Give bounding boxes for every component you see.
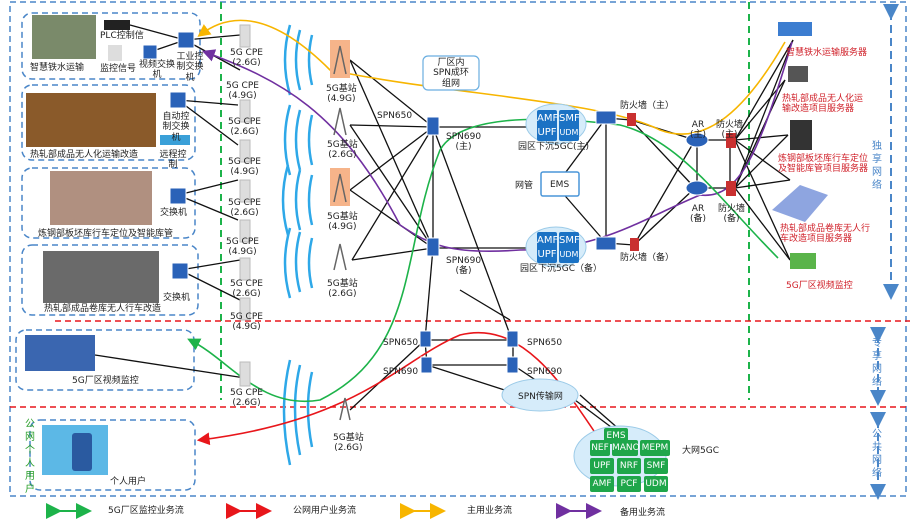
nf-mepm: MEPM — [640, 440, 670, 456]
nf-amf: AMF — [590, 476, 614, 492]
spn650-lower-icon — [419, 330, 432, 348]
spn650-lower-icon — [506, 330, 519, 348]
switch-icon — [171, 262, 189, 280]
ems-label: EMS — [550, 180, 570, 190]
firewall-icon — [726, 133, 736, 148]
industrial-switch-icon — [177, 31, 195, 49]
group-title: 热轧部成品无人化运输改造 — [30, 150, 139, 160]
server-label: 炼钢部板坯库行车定位 及智能库管项目服务器 — [778, 154, 869, 175]
personal-user-label: 个人用户 — [110, 477, 147, 487]
video-switch-label: 视频交换机 — [138, 60, 175, 81]
firewall-backup-label: 防火墙（备） — [620, 253, 675, 263]
switch-label: 交换机 — [160, 208, 188, 218]
core-backup-label: 园区下沉5GC（备） — [520, 264, 602, 274]
base-station-label: 5G基站 (2.6G) — [327, 279, 358, 300]
server-label: 热轧部成品卷库无人行 车改造项目服务器 — [780, 224, 871, 245]
server-icon — [790, 120, 812, 150]
nf-smf: SMF — [644, 458, 668, 474]
nf-amf: AMF — [537, 232, 558, 249]
firewall-icon — [630, 238, 639, 251]
video-monitor-label: 5G厂区视频监控 — [72, 376, 139, 386]
legend-public: 公网用户业务流 — [293, 506, 357, 516]
switch-label: 交换机 — [163, 293, 191, 303]
monitor-label: 监控信号 — [100, 64, 137, 74]
nf-nef: NEF — [590, 440, 610, 456]
core-main-label: 园区下沉5GC(主) — [518, 142, 590, 152]
cpe-label: 5G CPE (4.9G) — [226, 81, 259, 102]
nf-nrf: NRF — [617, 458, 641, 474]
base-station-label: 5G基站 (4.9G) — [326, 84, 357, 105]
cpe-label: 5G CPE (4.9G) — [230, 312, 263, 333]
spn-transport-label: SPN传输网 — [518, 392, 563, 402]
firewall-icon — [726, 181, 736, 196]
auto-control-switch-icon — [169, 91, 187, 109]
fw2-backup-label: 防火墙 (备) — [718, 204, 746, 225]
router-icon — [595, 110, 617, 125]
firewall-main-label: 防火墙（主） — [620, 101, 675, 111]
nms-label: 网管 — [515, 181, 534, 191]
auto-switch-label: 自动控制交换机 — [162, 112, 190, 143]
ar-main-label: AR (主) — [690, 120, 707, 141]
spn650-icon — [426, 116, 440, 136]
nf-udm: UDM — [559, 246, 579, 263]
video-switch-icon — [142, 44, 158, 60]
spn-label: SPN690 — [383, 367, 419, 377]
server-label: 5G厂区视频监控 — [786, 281, 853, 291]
cpe-label: 5G CPE (2.6G) — [230, 388, 263, 409]
nf-upf: UPF — [590, 458, 614, 474]
cpe-label: 5G CPE (2.6G) — [228, 198, 261, 219]
industrial-switch-label: 工业控制交换机 — [176, 52, 204, 83]
base-station-label: 5G基站 (4.9G) — [327, 212, 358, 233]
big-core-label: 大网5GC — [682, 446, 719, 456]
base-station-label: 5G基站 (2.6G) — [327, 140, 358, 161]
server-rack-icon — [778, 22, 812, 36]
ar-router-icon — [685, 180, 709, 196]
group-title: 炼钢部板坯库行车定位及智能库管 — [38, 229, 174, 239]
nf-udm: UDM — [644, 476, 668, 492]
nf-upf: UPF — [537, 246, 557, 263]
switch-icon — [169, 187, 187, 205]
spn690-lower-icon — [420, 356, 433, 374]
zone-exclusive: 独享网络 — [872, 141, 882, 191]
remote-control-label: 远程控制 — [159, 150, 187, 171]
cpe-label: 5G CPE (2.6G) — [230, 48, 263, 69]
nf-mano: MANO — [612, 440, 640, 456]
zone-public: 公共网络 — [872, 429, 882, 479]
spn650-label: SPN650 — [377, 111, 413, 121]
nf-pcf: PCF — [617, 476, 641, 492]
spn690-main-label: SPN690 (主) — [446, 132, 482, 153]
cpe-label: 5G CPE (4.9G) — [226, 237, 259, 258]
cpe-label: 5G CPE (2.6G) — [228, 117, 261, 138]
nf-smf: SMF — [559, 232, 580, 249]
cpe-label: 5G CPE (2.6G) — [230, 279, 263, 300]
spn690-backup-label: SPN690 (备) — [446, 256, 482, 277]
group-title: 热轧部成品卷库无人行车改造 — [44, 304, 162, 314]
legend-monitor: 5G厂区监控业务流 — [108, 506, 184, 516]
server-label: 智慧铁水运输服务器 — [786, 48, 868, 58]
plc-label: PLC控制信 — [100, 31, 144, 41]
spn-ring-label: 厂区内 SPN成环 组网 — [433, 58, 469, 89]
legend-backup: 备用业务流 — [620, 508, 666, 518]
spn-label: SPN690 — [527, 367, 563, 377]
firewall-icon — [627, 113, 636, 126]
cpe-label: 5G CPE (4.9G) — [228, 157, 261, 178]
public-user-label: 公网个人用户 — [25, 419, 35, 495]
spn-label: SPN650 — [527, 338, 563, 348]
group-title: 智慧铁水运输 — [30, 63, 85, 73]
fw2-main-label: 防火墙 (主) — [716, 120, 744, 141]
spn-label: SPN650 — [383, 338, 419, 348]
nf-udm: UDM — [559, 124, 579, 141]
ar-backup-label: AR (备) — [690, 204, 707, 225]
legend-main: 主用业务流 — [467, 506, 513, 516]
nf-upf: UPF — [537, 124, 557, 141]
nf-amf: AMF — [537, 110, 558, 127]
ar-router-icon — [685, 132, 709, 148]
server-label: 热轧部成品无人化运 输改造项目服务器 — [782, 94, 864, 115]
nf-smf: SMF — [559, 110, 580, 127]
spn690-lower-icon — [506, 356, 519, 374]
spn690-icon — [426, 237, 440, 257]
base-station-label: 5G基站 (2.6G) — [333, 433, 364, 454]
router-icon — [595, 236, 617, 251]
zone-dedicated: 专享网络 — [872, 338, 882, 388]
